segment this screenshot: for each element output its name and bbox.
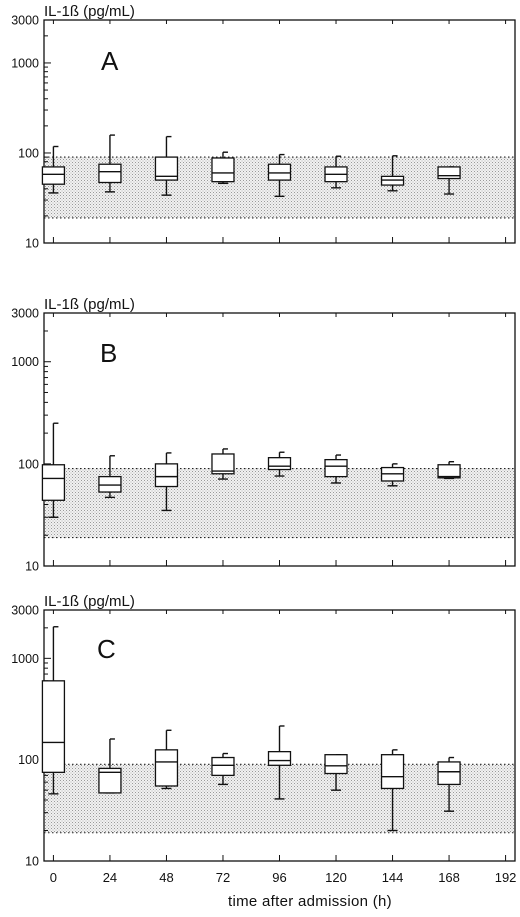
interquartile-box [437, 761, 461, 786]
x-axis-label: time after admission (h) [228, 893, 392, 910]
box-plot [154, 729, 179, 790]
x-tick-label: 192 [495, 870, 517, 885]
box-plot [41, 145, 66, 194]
y-tick-label: 100 [18, 457, 39, 471]
interquartile-box [437, 166, 461, 180]
x-tick-label: 0 [50, 870, 57, 885]
interquartile-box [437, 464, 461, 479]
x-tick-label: 72 [216, 870, 230, 885]
panel-label: A [101, 46, 119, 76]
x-tick-label: 168 [438, 870, 460, 885]
box-plot [98, 738, 122, 794]
x-tick-label: 24 [103, 870, 117, 885]
x-tick-label: 96 [272, 870, 286, 885]
interquartile-box [324, 458, 348, 478]
box-plot [211, 752, 235, 786]
box-plot [154, 452, 179, 512]
y-tick-label: 1000 [11, 652, 39, 666]
x-tick-label: 48 [159, 870, 173, 885]
x-tick-label: 120 [325, 870, 347, 885]
interquartile-box [267, 750, 292, 766]
interquartile-box [41, 464, 66, 501]
interquartile-box [267, 457, 292, 471]
interquartile-box [41, 680, 66, 773]
box-plot [98, 134, 122, 193]
reference-band [44, 468, 515, 538]
box-plot [98, 455, 122, 499]
interquartile-box [41, 166, 66, 185]
interquartile-box [267, 163, 292, 181]
box-plot [324, 155, 348, 189]
box-plot [41, 422, 66, 518]
y-axis-label: IL-1ß (pg/mL) [44, 296, 135, 313]
box-plot [380, 749, 405, 832]
box-plot [324, 454, 348, 484]
interquartile-box [211, 453, 235, 475]
y-tick-label: 3000 [11, 307, 39, 321]
box-plot [437, 166, 461, 195]
panel-a: IL-1ß (pg/mL) A 10 100 1000 3000 [11, 3, 516, 251]
y-tick-label: 10 [25, 560, 39, 574]
y-tick-label: 1000 [11, 56, 39, 70]
y-tick-label: 3000 [11, 604, 39, 618]
x-tick-label: 144 [382, 870, 404, 885]
interquartile-box [211, 157, 235, 183]
box-plot [154, 135, 179, 196]
interquartile-box [154, 749, 179, 787]
y-tick-label: 100 [18, 146, 39, 160]
box-plot [41, 626, 66, 795]
y-axis-label: IL-1ß (pg/mL) [44, 593, 135, 610]
box-plot [267, 153, 292, 198]
interquartile-box [154, 463, 179, 488]
y-tick-label: 100 [18, 753, 39, 767]
y-tick-label: 1000 [11, 355, 39, 369]
interquartile-box [380, 754, 405, 790]
interquartile-box [324, 754, 348, 775]
interquartile-box [211, 756, 235, 777]
y-tick-label: 10 [25, 855, 39, 869]
interquartile-box [98, 475, 122, 493]
panel-label: B [100, 338, 117, 368]
box-plot [380, 463, 405, 487]
panel-label: C [97, 634, 116, 664]
panel-b: IL-1ß (pg/mL) B 10 100 1000 3000 [11, 296, 516, 574]
interquartile-box [154, 156, 179, 181]
box-plot [211, 448, 235, 480]
interquartile-box [98, 163, 122, 184]
box-plot [380, 155, 405, 192]
box-plot [267, 725, 292, 800]
y-axis-label: IL-1ß (pg/mL) [44, 3, 135, 20]
box-plot [437, 756, 461, 812]
box-plot [211, 151, 235, 185]
interquartile-box [98, 767, 122, 794]
box-plot [324, 753, 348, 791]
box-plot [267, 451, 292, 477]
box-plot [437, 461, 461, 480]
y-tick-label: 3000 [11, 14, 39, 28]
y-tick-label: 10 [25, 237, 39, 251]
panel-c: IL-1ß (pg/mL) C 10 100 1000 3000 0 24 48 72 96 1… [11, 593, 516, 910]
